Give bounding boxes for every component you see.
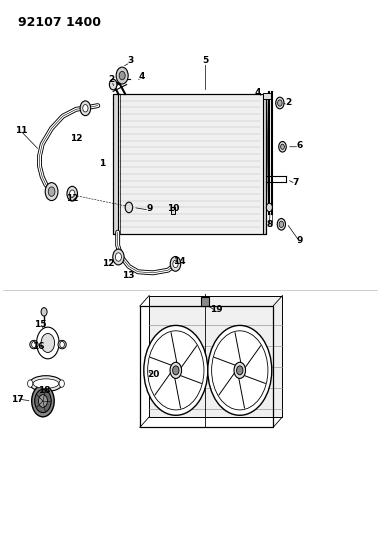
- Text: 6: 6: [296, 141, 303, 150]
- Text: 92107 1400: 92107 1400: [18, 16, 101, 29]
- Circle shape: [173, 260, 178, 268]
- Text: 5: 5: [202, 56, 209, 66]
- Text: 17: 17: [11, 395, 23, 404]
- Bar: [115, 94, 264, 234]
- Text: 10: 10: [167, 204, 180, 213]
- Text: 20: 20: [147, 370, 159, 379]
- Text: 4: 4: [139, 72, 145, 81]
- Circle shape: [144, 326, 208, 415]
- Ellipse shape: [33, 379, 59, 389]
- Circle shape: [32, 342, 36, 348]
- Text: 12: 12: [70, 134, 82, 143]
- Ellipse shape: [30, 341, 38, 349]
- Circle shape: [45, 183, 58, 200]
- Circle shape: [170, 256, 181, 271]
- Bar: [140, 306, 273, 427]
- Circle shape: [60, 342, 64, 348]
- Bar: [171, 207, 175, 214]
- Circle shape: [83, 104, 88, 112]
- Circle shape: [27, 380, 33, 387]
- Bar: [201, 296, 208, 306]
- Circle shape: [48, 187, 55, 196]
- Circle shape: [208, 326, 272, 415]
- Text: 2: 2: [285, 99, 291, 108]
- Circle shape: [80, 101, 91, 116]
- Circle shape: [237, 366, 243, 375]
- Circle shape: [41, 334, 54, 352]
- Text: 11: 11: [14, 126, 27, 135]
- Circle shape: [116, 67, 128, 84]
- Text: 12: 12: [66, 195, 78, 204]
- Bar: [113, 94, 266, 234]
- Circle shape: [113, 249, 124, 265]
- Circle shape: [279, 141, 286, 152]
- Text: 9: 9: [296, 236, 303, 245]
- Text: 3: 3: [127, 56, 134, 66]
- Text: 8: 8: [266, 220, 272, 229]
- Circle shape: [35, 390, 51, 413]
- Circle shape: [278, 100, 282, 106]
- Circle shape: [59, 380, 64, 387]
- Circle shape: [41, 308, 47, 316]
- Bar: [149, 295, 282, 417]
- Text: 18: 18: [38, 386, 50, 395]
- Text: 4: 4: [255, 88, 261, 97]
- Bar: [232, 360, 247, 381]
- Text: 7: 7: [293, 177, 299, 187]
- Circle shape: [32, 385, 54, 417]
- Text: 15: 15: [34, 320, 46, 329]
- Text: 16: 16: [32, 342, 45, 351]
- Circle shape: [266, 203, 272, 212]
- Bar: [263, 94, 266, 234]
- Bar: [113, 94, 118, 234]
- Circle shape: [125, 202, 133, 213]
- Text: 2: 2: [109, 75, 115, 84]
- Ellipse shape: [29, 376, 62, 392]
- Text: 19: 19: [210, 305, 223, 314]
- Bar: [168, 360, 183, 381]
- Bar: [263, 93, 271, 99]
- Circle shape: [38, 394, 48, 407]
- Circle shape: [115, 253, 122, 261]
- Circle shape: [170, 362, 182, 378]
- Circle shape: [234, 362, 245, 378]
- Ellipse shape: [58, 341, 66, 349]
- Text: 9: 9: [146, 204, 152, 213]
- Circle shape: [119, 71, 125, 80]
- Circle shape: [276, 97, 284, 109]
- Text: 14: 14: [173, 257, 186, 266]
- Circle shape: [281, 144, 284, 149]
- Circle shape: [37, 327, 59, 359]
- Circle shape: [109, 79, 117, 90]
- Text: 13: 13: [122, 271, 135, 280]
- Circle shape: [67, 187, 77, 201]
- Circle shape: [277, 219, 285, 230]
- Circle shape: [70, 190, 75, 197]
- Circle shape: [173, 366, 179, 375]
- Circle shape: [279, 221, 283, 228]
- Text: 1: 1: [99, 159, 106, 168]
- Text: 12: 12: [102, 260, 114, 268]
